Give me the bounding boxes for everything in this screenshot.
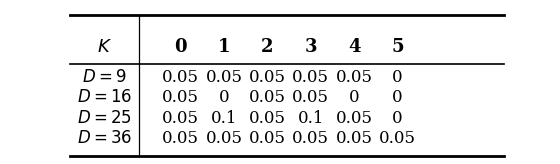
Text: 0.1: 0.1 — [211, 110, 237, 127]
Text: 2: 2 — [261, 39, 274, 56]
Text: 0: 0 — [393, 110, 403, 127]
Text: 0: 0 — [219, 90, 230, 106]
Text: 1: 1 — [218, 39, 230, 56]
Text: 0.05: 0.05 — [249, 90, 286, 106]
Text: 0.05: 0.05 — [249, 110, 286, 127]
Text: 0.1: 0.1 — [297, 110, 324, 127]
Text: 0: 0 — [349, 90, 360, 106]
Text: 0.05: 0.05 — [249, 69, 286, 86]
Text: 0.05: 0.05 — [162, 130, 199, 147]
Text: $D = 16$: $D = 16$ — [77, 90, 132, 106]
Text: 0.05: 0.05 — [206, 130, 242, 147]
Text: 0.05: 0.05 — [162, 90, 199, 106]
Text: 0.05: 0.05 — [336, 130, 373, 147]
Text: 0.05: 0.05 — [336, 69, 373, 86]
Text: 0.05: 0.05 — [336, 110, 373, 127]
Text: 3: 3 — [305, 39, 317, 56]
Text: 4: 4 — [348, 39, 361, 56]
Text: $D = 9$: $D = 9$ — [82, 69, 127, 86]
Text: $D = 25$: $D = 25$ — [77, 110, 132, 127]
Text: 0: 0 — [393, 90, 403, 106]
Text: $D = 36$: $D = 36$ — [77, 130, 132, 147]
Text: 0.05: 0.05 — [206, 69, 242, 86]
Text: 0.05: 0.05 — [292, 90, 329, 106]
Text: 0.05: 0.05 — [292, 69, 329, 86]
Text: 0.05: 0.05 — [379, 130, 416, 147]
Text: 0.05: 0.05 — [162, 110, 199, 127]
Text: 0.05: 0.05 — [162, 69, 199, 86]
Text: $K$: $K$ — [97, 39, 112, 56]
Text: 0.05: 0.05 — [292, 130, 329, 147]
Text: 0.05: 0.05 — [249, 130, 286, 147]
Text: 0: 0 — [174, 39, 187, 56]
Text: 0: 0 — [393, 69, 403, 86]
Text: 5: 5 — [391, 39, 404, 56]
